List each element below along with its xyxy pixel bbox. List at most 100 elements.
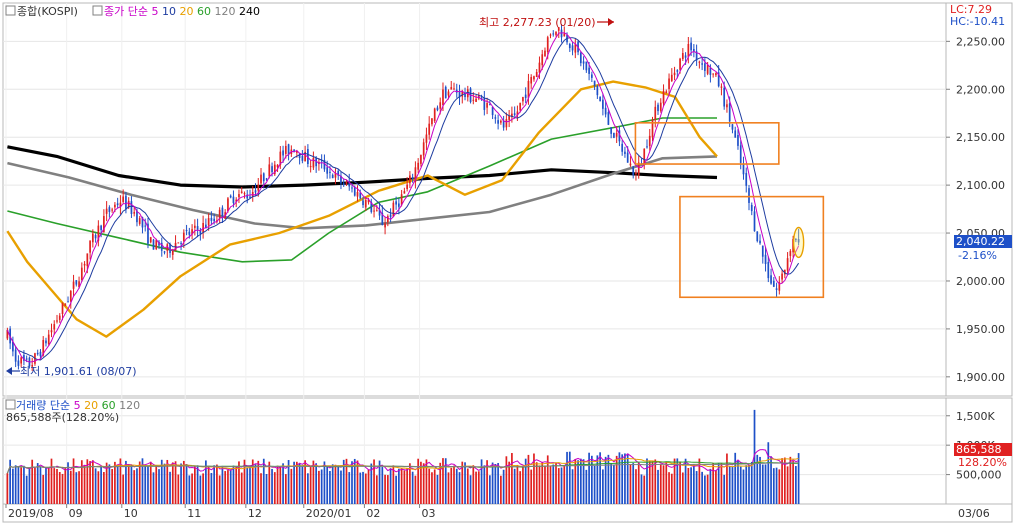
candle-body (64, 304, 67, 306)
volume-bar (31, 459, 34, 504)
candle-body (386, 216, 389, 223)
volume-bar (704, 475, 706, 504)
volume-bar (668, 472, 670, 504)
candle-body (668, 78, 670, 89)
candle-body (353, 187, 356, 196)
candle-body (417, 162, 420, 170)
candle-body (329, 171, 331, 173)
volume-bar (205, 460, 207, 504)
volume-bar (464, 462, 466, 504)
volume-bar (342, 459, 345, 504)
volume-bar (599, 452, 601, 504)
candle-body (6, 329, 9, 339)
volume-bar (260, 473, 262, 504)
candle-body (373, 210, 375, 212)
volume-bar (340, 470, 342, 504)
volume-bar (326, 466, 329, 504)
volume-bar (792, 461, 794, 504)
volume-checkbox[interactable] (5, 399, 16, 410)
candle-body (651, 119, 654, 138)
volume-bar (147, 465, 149, 504)
candle-body (160, 242, 163, 251)
volume-bar (753, 409, 756, 504)
volume-bar (750, 461, 753, 504)
volume-bar (538, 465, 541, 504)
volume-bar (262, 458, 265, 504)
volume-bar (9, 459, 11, 504)
candle-body (130, 201, 133, 214)
volume-bar (323, 461, 326, 504)
volume-bar (171, 462, 174, 504)
candle-body (249, 196, 251, 198)
candle-body (778, 282, 781, 291)
candle-body (221, 207, 224, 216)
candle-body (169, 244, 171, 254)
volume-bar (42, 474, 45, 504)
candle-body (20, 357, 23, 364)
candle-body (486, 102, 488, 108)
volume-bar (138, 461, 141, 504)
price-ma-label: 종가 단순 (104, 5, 151, 18)
candle-body (472, 99, 475, 101)
candle-body (58, 315, 61, 320)
volume-bar (588, 452, 590, 504)
volume-bar (318, 470, 320, 504)
volume-bar (461, 461, 464, 504)
candle-body (196, 226, 199, 230)
volume-bar (568, 451, 571, 504)
candle-body (207, 218, 210, 226)
date-axis-labels: 2019/08 09 10 11 12 2020/01 02 03 03/06 (5, 504, 990, 520)
volume-bar (472, 465, 475, 504)
candle-body (742, 163, 745, 175)
volume-bar (395, 475, 397, 504)
candle-body (673, 72, 676, 76)
current-price-value: 2,040.22 (956, 235, 1005, 248)
volume-bar (100, 467, 102, 504)
candle-body (312, 157, 315, 168)
candle-body (177, 242, 180, 244)
candle-body (604, 107, 607, 115)
candle-body (125, 195, 127, 210)
volume-bar (533, 453, 535, 504)
candle-body (395, 201, 397, 205)
candle-body (527, 80, 530, 98)
candle-body (635, 172, 637, 175)
volume-bar (483, 465, 486, 504)
price-ma-period: 5 (151, 5, 162, 18)
volume-bar (78, 471, 80, 504)
volume-bar (312, 460, 315, 504)
candle-body (227, 198, 229, 212)
candle-body (797, 239, 800, 243)
volume-bar (690, 467, 692, 504)
candle-body (279, 151, 282, 166)
candle-body (191, 229, 193, 235)
candle-body (193, 225, 196, 228)
candle-body (646, 146, 648, 148)
price-ma-period: 240 (239, 5, 260, 18)
volume-bar (359, 472, 362, 504)
ma-checkbox[interactable] (92, 5, 103, 16)
candle-body (171, 250, 174, 255)
candle-body (72, 281, 75, 289)
volume-bar (64, 468, 67, 504)
volume-bar (505, 456, 508, 504)
volume-bar (56, 469, 58, 504)
volume-bar (47, 467, 50, 504)
date-label: 2020/01 (306, 507, 352, 520)
volume-bar (428, 468, 431, 504)
candle-body (141, 217, 144, 228)
candle-body (599, 96, 601, 102)
candle-body (715, 73, 717, 76)
volume-ma-legend: 거래량 단순 5 20 60 120 (16, 399, 140, 412)
candle-body (287, 144, 290, 155)
volume-bar (706, 474, 709, 504)
candle-body (629, 163, 632, 166)
volume-bar (643, 475, 646, 504)
volume-bar (541, 461, 544, 504)
candle-body (750, 204, 753, 212)
price-ma-period: 60 (197, 5, 215, 18)
candle-body (737, 135, 739, 146)
candle-body (588, 67, 590, 74)
kospi-checkbox[interactable] (5, 5, 16, 16)
candle-body (50, 330, 53, 333)
